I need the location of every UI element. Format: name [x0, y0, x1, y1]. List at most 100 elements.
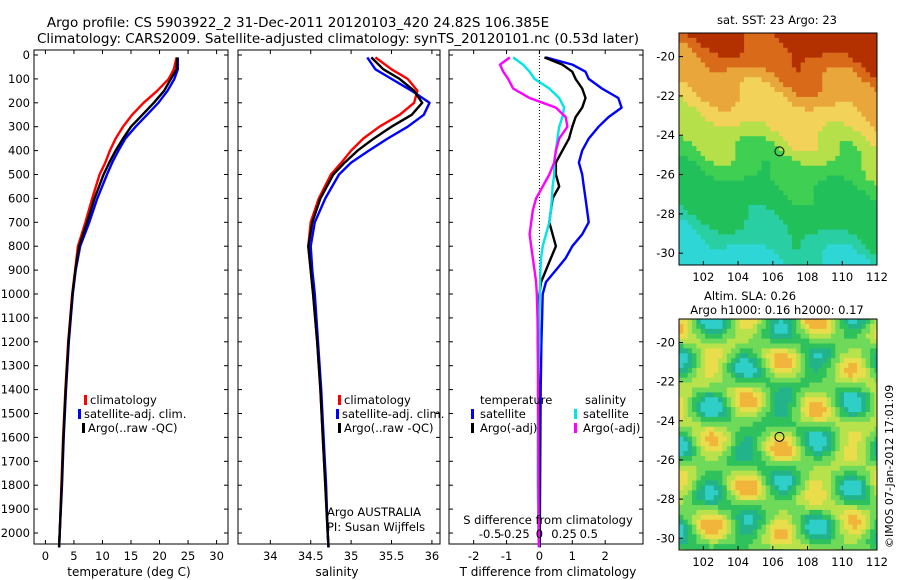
heatmap-cell — [696, 259, 702, 265]
heatmap-cell — [722, 328, 728, 335]
heatmap-cell — [800, 87, 806, 93]
heatmap-cell — [826, 52, 832, 59]
heatmap-cell — [852, 214, 858, 221]
heatmap-cell — [796, 338, 802, 345]
heatmap-cell — [679, 146, 684, 152]
heatmap-cell — [692, 524, 697, 531]
heatmap-cell — [787, 224, 793, 231]
heatmap-cell — [705, 529, 710, 535]
heatmap-cell — [713, 101, 719, 108]
heatmap-cell — [817, 72, 823, 78]
heatmap-cell — [848, 495, 854, 501]
heatmap-cell — [687, 358, 693, 364]
heatmap-cell — [722, 87, 728, 93]
heatmap-cell — [770, 441, 776, 447]
heatmap-cell — [757, 62, 763, 68]
heatmap-cell — [861, 343, 867, 349]
heatmap-cell — [870, 539, 875, 545]
heatmap-cell — [861, 219, 867, 226]
heatmap-cell — [848, 219, 854, 226]
heatmap-cell — [752, 62, 758, 68]
heatmap-cell — [826, 451, 832, 457]
heatmap-cell — [757, 254, 763, 260]
heatmap-cell — [822, 146, 828, 152]
heatmap-cell — [831, 514, 836, 521]
heatmap-cell — [839, 353, 845, 359]
heatmap-cell — [796, 205, 802, 211]
heatmap-cell — [791, 72, 797, 78]
heatmap-cell — [817, 421, 823, 428]
heatmap-cell — [857, 214, 862, 221]
heatmap-cell — [679, 519, 684, 526]
heatmap-cell — [809, 82, 815, 88]
heatmap-cell — [804, 57, 810, 64]
heatmap-cell — [705, 195, 710, 201]
heatmap-cell — [870, 367, 875, 374]
heatmap-cell — [774, 96, 780, 103]
heatmap-cell — [813, 200, 819, 206]
heatmap-cell — [731, 470, 736, 477]
heatmap-cell — [692, 185, 697, 191]
heatmap-cell — [791, 52, 797, 59]
heatmap-cell — [865, 146, 871, 152]
heatmap-cell — [744, 441, 749, 447]
heatmap-cell — [761, 367, 767, 374]
heatmap-cell — [813, 431, 819, 438]
heatmap-cell — [722, 205, 728, 211]
heatmap-cell — [679, 505, 684, 511]
heatmap-cell — [774, 234, 780, 240]
heatmap-cell — [705, 136, 710, 142]
heatmap-cell — [687, 175, 693, 181]
legend-swatch-argo — [82, 423, 85, 433]
heatmap-cell — [787, 328, 793, 335]
heatmap-cell — [726, 87, 732, 93]
heatmap-cell — [761, 37, 767, 44]
heatmap-cell — [844, 67, 849, 73]
heatmap-cell — [778, 328, 784, 335]
heatmap-cell — [796, 519, 802, 526]
heatmap-cell — [831, 219, 836, 226]
heatmap-cell — [687, 52, 693, 59]
heatmap-cell — [752, 195, 758, 201]
heatmap-cell — [778, 382, 784, 389]
heatmap-cell — [857, 259, 862, 265]
salinity-diff-tick-label: -0.5 — [479, 527, 501, 541]
heatmap-cell — [731, 195, 736, 201]
heatmap-cell — [696, 529, 702, 535]
heatmap-cell — [752, 96, 758, 103]
heatmap-cell — [722, 121, 728, 127]
heatmap-cell — [861, 106, 867, 113]
heatmap-cell — [791, 219, 797, 226]
heatmap-cell — [687, 101, 693, 108]
heatmap-cell — [770, 52, 776, 59]
heatmap-cell — [839, 72, 845, 78]
heatmap-cell — [679, 205, 684, 211]
heatmap-cell — [744, 377, 749, 384]
heatmap-cell — [804, 141, 810, 147]
heatmap-cell — [757, 500, 763, 506]
heatmap-cell — [683, 407, 689, 413]
heatmap-cell — [700, 72, 706, 78]
heatmap-cell — [748, 387, 754, 393]
heatmap-cell — [783, 446, 789, 452]
heatmap-cell — [713, 165, 719, 172]
heatmap-cell — [735, 426, 741, 433]
heatmap-cell — [752, 382, 758, 389]
heatmap-cell — [813, 387, 819, 393]
heatmap-cell — [835, 155, 841, 162]
heatmap-cell — [739, 421, 745, 428]
heatmap-cell — [817, 397, 823, 403]
heatmap-cell — [718, 412, 723, 418]
heatmap-cell — [852, 67, 858, 73]
heatmap-cell — [804, 151, 810, 157]
heatmap-cell — [705, 249, 710, 255]
heatmap-cell — [752, 353, 758, 359]
heatmap-cell — [791, 67, 797, 73]
heatmap-cell — [700, 209, 706, 216]
legend-swatch-salinity-argo — [574, 423, 577, 433]
heatmap-cell — [800, 402, 806, 408]
heatmap-cell — [726, 205, 732, 211]
heatmap-cell — [835, 348, 841, 354]
heatmap-cell — [765, 67, 771, 73]
heatmap-cell — [726, 529, 732, 535]
